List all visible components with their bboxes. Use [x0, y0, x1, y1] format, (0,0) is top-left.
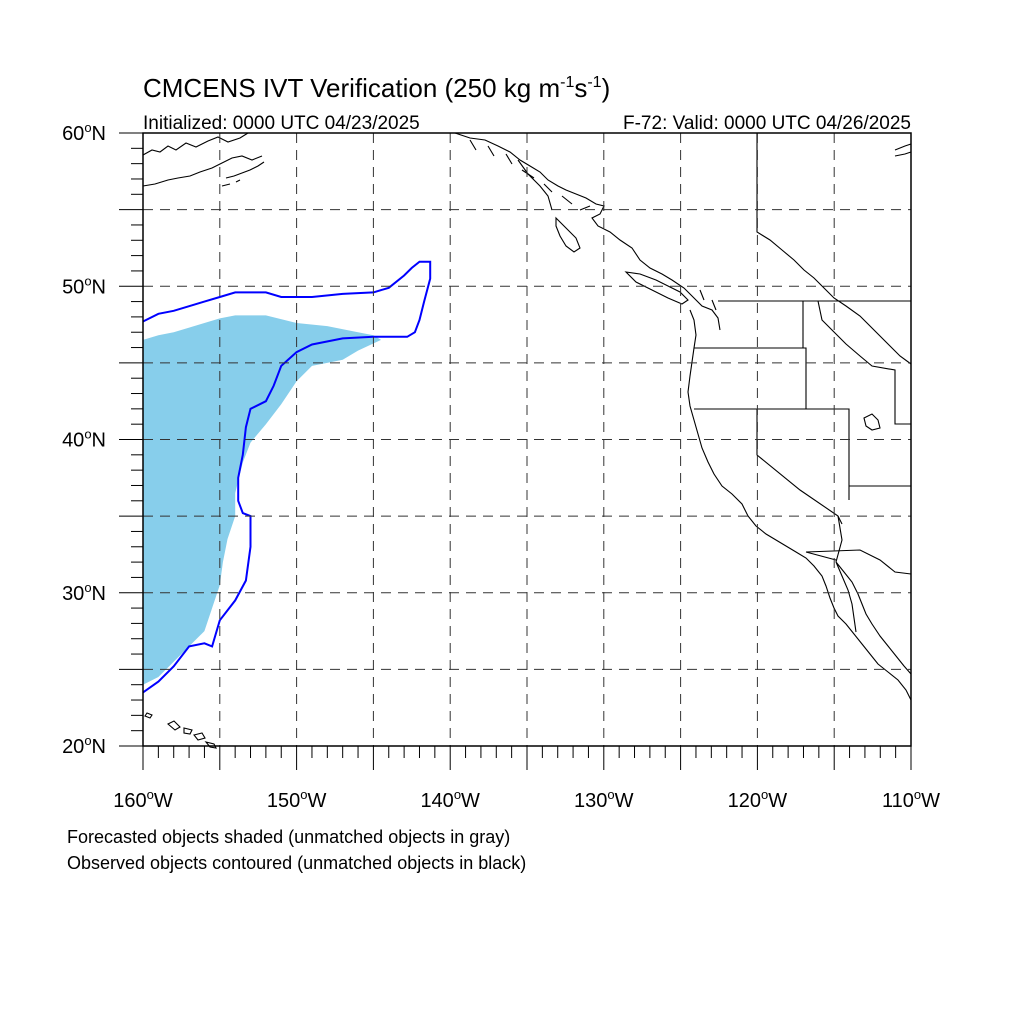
- grid-layer: [143, 133, 911, 746]
- map-plot: 160oW 150oW 140oW 130oW 120oW 110oW 20oN 30oN 40…: [62, 120, 940, 812]
- lon-label: 140oW: [420, 787, 480, 812]
- lon-label: 130oW: [574, 787, 634, 812]
- axis-labels: 160oW 150oW 140oW 130oW 120oW 110oW 20oN 30oN 40…: [62, 120, 940, 812]
- alaska-coastline: [142, 132, 265, 187]
- bc-islands: [517, 159, 689, 305]
- great-salt-lake: [863, 413, 881, 431]
- lat-label: 60oN: [62, 120, 106, 145]
- coastline-layer: [142, 132, 912, 749]
- top-right-coast: [894, 143, 912, 157]
- lat-label: 30oN: [62, 580, 106, 605]
- lat-label: 40oN: [62, 427, 106, 452]
- observed-object-contour: [142, 260, 432, 694]
- lat-label: 20oN: [62, 733, 106, 758]
- state-borders: [694, 133, 912, 575]
- bc-coastline: [454, 132, 721, 331]
- bc-fjords: [469, 139, 717, 311]
- map-title: CMCENS IVT Verification (250 kg m-1s-1): [143, 73, 610, 103]
- tick-layer: [119, 132, 912, 770]
- lon-label: 150oW: [267, 787, 327, 812]
- us-mexico-border: [805, 515, 843, 563]
- baja-coastline: [835, 561, 912, 675]
- lon-label: 110oW: [882, 787, 940, 812]
- forecast-note: Forecasted objects shaded (unmatched obj…: [67, 827, 510, 847]
- hawaii-islands: [144, 712, 217, 749]
- observed-note: Observed objects contoured (unmatched ob…: [67, 853, 526, 873]
- lon-label: 120oW: [728, 787, 788, 812]
- lon-label: 160oW: [113, 787, 173, 812]
- init-time: Initialized: 0000 UTC 04/23/2025: [143, 113, 420, 134]
- lat-label: 50oN: [62, 273, 106, 298]
- valid-time: F-72: Valid: 0000 UTC 04/26/2025: [623, 113, 911, 134]
- us-west-coastline: [687, 309, 912, 701]
- observed-layer: [142, 260, 432, 694]
